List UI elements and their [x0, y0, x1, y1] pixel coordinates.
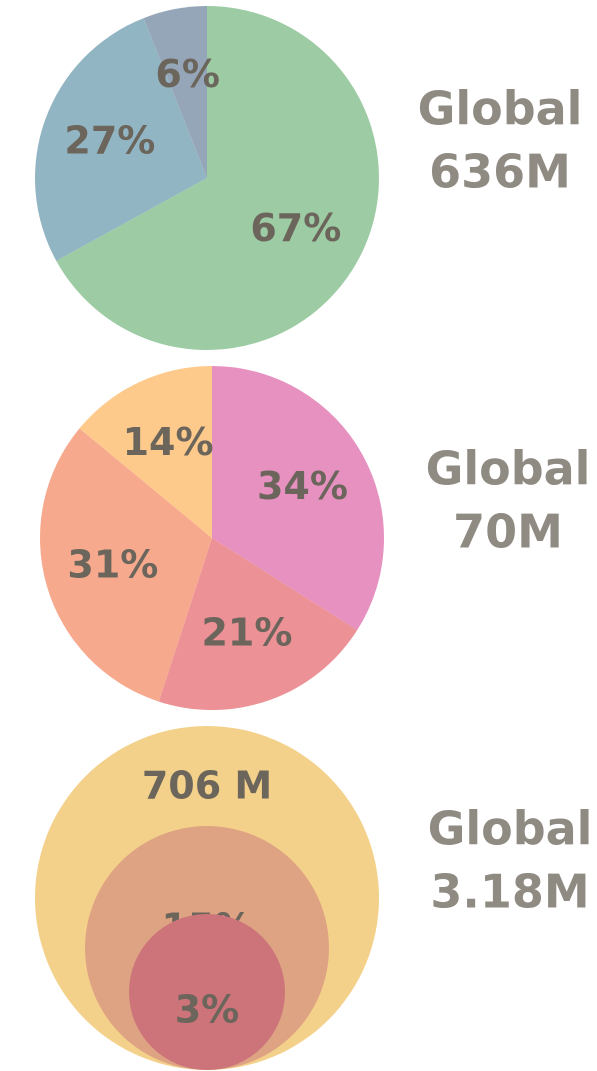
circle	[129, 914, 285, 1070]
pie-slice	[79, 366, 212, 538]
chart-title: Global	[428, 802, 593, 856]
slice-label: 6%	[155, 52, 220, 96]
slice-label: 67%	[250, 206, 341, 250]
chart-title: 70M	[453, 505, 563, 559]
pie-slice	[143, 6, 207, 178]
pie-slice	[39, 428, 212, 702]
circle-label: 706 M	[142, 764, 272, 808]
chart-title: Global	[426, 442, 591, 496]
slice-label: 31%	[67, 542, 158, 586]
slice-label: 34%	[257, 464, 348, 508]
pie-slice	[34, 18, 208, 261]
chart-title: 636M	[429, 145, 571, 199]
pie-slice	[158, 538, 358, 710]
slice-label: 21%	[201, 611, 292, 655]
pie-slice	[212, 366, 384, 631]
slice-label: 27%	[64, 119, 155, 163]
chart-title: 3.18M	[430, 865, 589, 919]
circle-label: 3%	[175, 988, 240, 1032]
chart-title: Global	[418, 82, 583, 136]
pie-slice	[56, 6, 380, 350]
slice-label: 14%	[123, 420, 214, 464]
